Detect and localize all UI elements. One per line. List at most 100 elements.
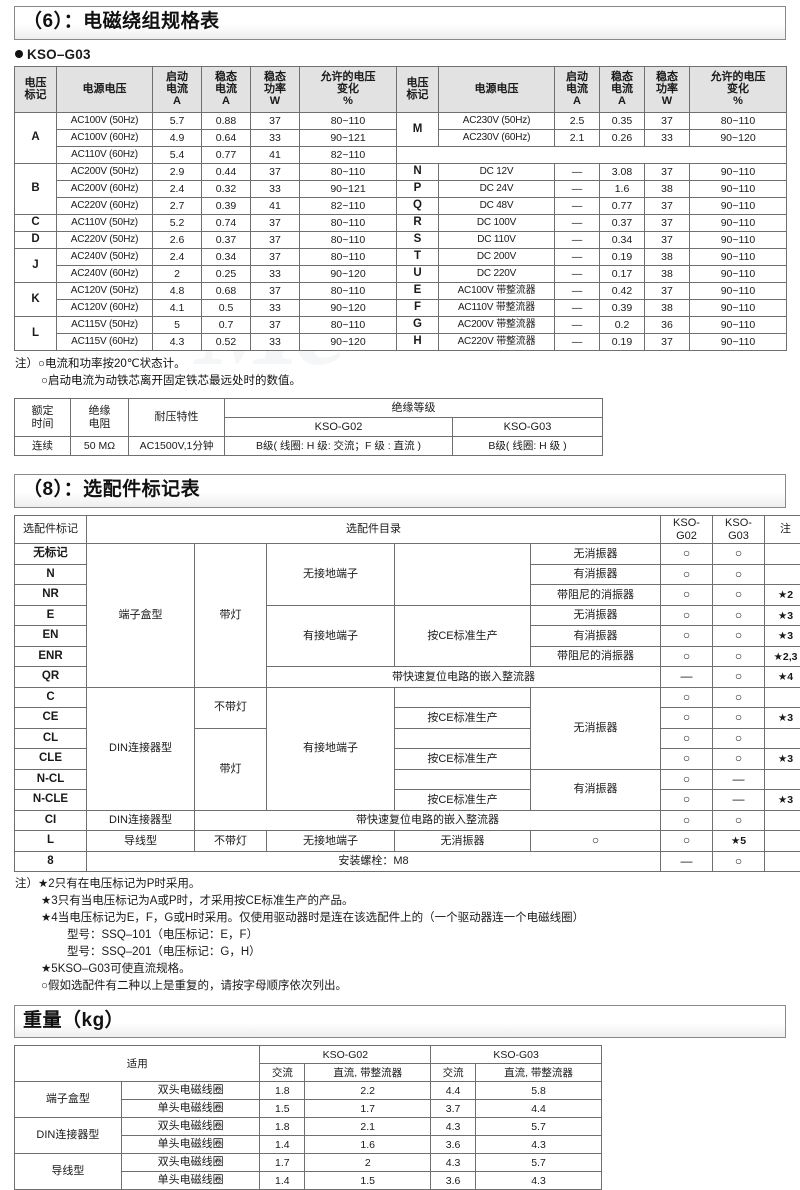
option-code-cell: N-CLE xyxy=(15,790,87,811)
coil-steady-current-right: 0.42 xyxy=(600,282,645,299)
weight-section-title: 重量（kg） xyxy=(14,1005,786,1039)
option-g03-cell: ○ xyxy=(713,851,765,872)
weight-g03-dc-cell: 5.7 xyxy=(476,1154,602,1172)
option-g03-cell: ○ xyxy=(713,646,765,667)
coil-supply-voltage-right: DC 48V xyxy=(439,197,555,214)
coil-supply-voltage-left: AC120V (50Hz) xyxy=(57,282,153,299)
option-g03-cell: ○ xyxy=(713,605,765,626)
weight-g03-ac-cell: 4.3 xyxy=(431,1118,476,1136)
coil-steady-power-left: 37 xyxy=(251,231,300,248)
coil-voltage-mark-right: U xyxy=(397,265,439,282)
coil-supply-voltage-left: AC115V (50Hz) xyxy=(57,316,153,333)
coil-section-title: （6）：电磁绕组规格表 xyxy=(14,6,786,40)
option-code-cell: L xyxy=(15,831,87,852)
coil-steady-current-left: 0.5 xyxy=(202,299,251,316)
option-g03-cell: ○ xyxy=(713,687,765,708)
insul-withstand-value: AC1500V,1分钟 xyxy=(129,437,225,456)
option-footnote-3: ★4当电压标记为E，F，G或H时采用。仅使用驱动器时是连在该选配件上的（一个驱动… xyxy=(15,910,786,927)
insul-resistance-header: 绝缘电阻 xyxy=(71,399,129,437)
coil-voltage-mark-left: J xyxy=(15,248,57,282)
option-g03-cell: ○ xyxy=(661,831,713,852)
option-g03-cell: ○ xyxy=(713,749,765,770)
coil-supply-voltage-right: AC220V 带整流器 xyxy=(439,333,555,350)
coil-voltage-range-right: 90~110 xyxy=(690,299,787,316)
option-g02-cell: ○ xyxy=(661,810,713,831)
coil-voltage-range-left: 90~121 xyxy=(300,180,397,197)
option-catalog-header: 选配件目录 xyxy=(87,516,661,544)
option-ce-cell xyxy=(395,544,531,606)
option-g03-cell: ○ xyxy=(713,626,765,647)
coil-voltage-range-right: 90~120 xyxy=(690,129,787,146)
coil-voltage-mark-left: K xyxy=(15,282,57,316)
option-footnote-2: ★3只有当电压标记为A或P时，才采用按CE标准生产的产品。 xyxy=(15,893,786,910)
option-row: 无标记端子盒型带灯无接地端子无消振器○○ xyxy=(15,544,800,565)
coil-steady-power-right: 36 xyxy=(645,316,690,333)
coil-voltage-range-right: 90~110 xyxy=(690,180,787,197)
weight-type-cell: 端子盒型 xyxy=(15,1082,122,1118)
coil-steady-power-left: 33 xyxy=(251,129,300,146)
coil-voltage-mark-right: H xyxy=(397,333,439,350)
coil-supply-voltage-left: AC115V (60Hz) xyxy=(57,333,153,350)
coil-voltage-range-right: 90~110 xyxy=(690,316,787,333)
coil-voltage-mark-right: F xyxy=(397,299,439,316)
coil-supply-voltage-left: AC220V (60Hz) xyxy=(57,197,153,214)
weight-coil-cell: 单头电磁线圈 xyxy=(121,1172,260,1190)
coil-supply-voltage-left: AC240V (60Hz) xyxy=(57,265,153,282)
option-footnote-6: ★5KSO–G03可使直流规格。 xyxy=(15,961,786,978)
weight-table: 适用 KSO-G02 KSO-G03 交流 直流, 带整流器 交流 直流, 带整… xyxy=(14,1045,602,1190)
coil-steady-power-right: 37 xyxy=(645,112,690,129)
coil-steady-power-right: 38 xyxy=(645,248,690,265)
coil-inrush-current-left: 4.8 xyxy=(153,282,202,299)
weight-g02-dc-cell: 2.1 xyxy=(305,1118,431,1136)
insulation-value-row: 连续 50 MΩ AC1500V,1分钟 B级( 线圈: H 级: 交流；F 级… xyxy=(15,437,603,456)
coil-steady-current-left: 0.34 xyxy=(202,248,251,265)
coil-voltage-mark-left: B xyxy=(15,163,57,214)
coil-inrush-current-left: 5.7 xyxy=(153,112,202,129)
option-type-cell: 导线型 xyxy=(87,831,195,852)
col-voltage-range-left: 允许的电压变化% xyxy=(300,66,397,112)
option-g02-cell: ○ xyxy=(661,585,713,606)
insul-withstand-header: 耐压特性 xyxy=(129,399,225,437)
coil-supply-voltage-right: DC 200V xyxy=(439,248,555,265)
option-note-cell xyxy=(765,851,800,872)
option-code-cell: CL xyxy=(15,728,87,749)
coil-steady-current-right: 0.19 xyxy=(600,333,645,350)
coil-inrush-current-left: 2.4 xyxy=(153,248,202,265)
coil-supply-voltage-left: AC240V (50Hz) xyxy=(57,248,153,265)
insul-g03-value: B级( 线圈: H 级 ) xyxy=(453,437,603,456)
option-g02-cell: ○ xyxy=(661,626,713,647)
option-g03-cell: ○ xyxy=(713,810,765,831)
option-g03-cell: — xyxy=(713,769,765,790)
option-code-cell: C xyxy=(15,687,87,708)
coil-supply-voltage-left: AC100V (60Hz) xyxy=(57,129,153,146)
option-damper-cell: 带阻尼的消振器 xyxy=(531,646,661,667)
coil-steady-power-right: 37 xyxy=(645,282,690,299)
weight-g03-ac-cell: 3.6 xyxy=(431,1172,476,1190)
option-g02-cell: ○ xyxy=(661,544,713,565)
option-code-cell: 8 xyxy=(15,851,87,872)
weight-g02-dc-cell: 2.2 xyxy=(305,1082,431,1100)
option-section-banner: （8）：选配件标记表 xyxy=(14,474,786,508)
coil-voltage-range-right: 90~110 xyxy=(690,231,787,248)
col-voltage-range-right: 允许的电压变化% xyxy=(690,66,787,112)
option-damper-cell: 有消振器 xyxy=(531,626,661,647)
coil-steady-current-right: 0.35 xyxy=(600,112,645,129)
coil-voltage-range-left: 80~110 xyxy=(300,214,397,231)
coil-inrush-current-left: 2.4 xyxy=(153,180,202,197)
coil-steady-power-left: 37 xyxy=(251,316,300,333)
coil-steady-current-left: 0.77 xyxy=(202,146,251,163)
option-note-cell xyxy=(765,728,800,749)
insulation-header-row-1: 额定时间 绝缘电阻 耐压特性 绝缘等级 xyxy=(15,399,603,418)
coil-voltage-mark-right: Q xyxy=(397,197,439,214)
option-code-cell: E xyxy=(15,605,87,626)
coil-steady-current-right: 0.17 xyxy=(600,265,645,282)
insul-rated-time-value: 连续 xyxy=(15,437,71,456)
